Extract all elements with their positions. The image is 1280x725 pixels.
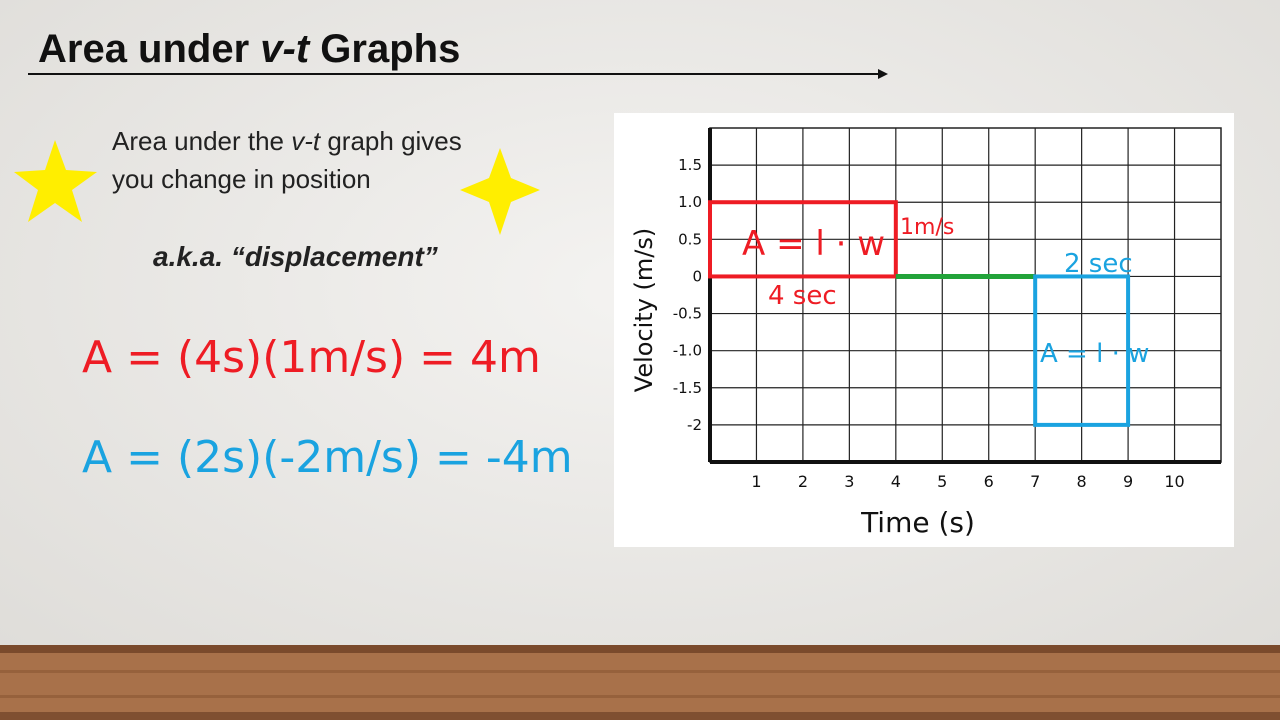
x-tick-label: 9: [1123, 472, 1133, 491]
x-tick-label: 3: [844, 472, 854, 491]
x-tick-label: 6: [984, 472, 994, 491]
annotation: A = l · w: [742, 224, 885, 264]
annotation: 2 sec: [1064, 249, 1133, 279]
equation: A = (2s)(-2m/s) = -4m: [82, 432, 573, 483]
y-tick-label: 1.5: [678, 156, 702, 174]
y-tick-label: 0.5: [678, 230, 702, 248]
x-tick-label: 2: [798, 472, 808, 491]
floor: [0, 645, 1280, 720]
x-axis-label: Time (s): [860, 506, 975, 539]
y-tick-label: -2: [687, 416, 702, 434]
note-line: you change in position: [112, 164, 371, 194]
y-tick-label: 0: [692, 267, 702, 285]
graph-panel: [614, 113, 1234, 547]
y-tick-label: 1.0: [678, 193, 702, 211]
y-tick-label: -1.0: [673, 342, 702, 360]
slide-title: Area under v-t Graphs: [38, 27, 460, 71]
x-tick-label: 10: [1164, 472, 1184, 491]
y-tick-label: -0.5: [673, 305, 702, 323]
x-tick-label: 5: [937, 472, 947, 491]
annotation: 4 sec: [768, 281, 837, 311]
star: [460, 148, 540, 235]
annotation: A = l · w: [1040, 339, 1149, 369]
area-rect: [1033, 274, 1131, 427]
aka: a.k.a. “displacement”: [153, 241, 438, 272]
x-tick-label: 1: [751, 472, 761, 491]
y-tick-label: -1.5: [673, 379, 702, 397]
rule-arrow: [878, 69, 888, 79]
plot: 1 2 3 4 5 6 7 8 9 10 1.5 1.0 0.5 0 -0.5 -1.0 -1.5 -2: [673, 127, 1222, 491]
x-tick-label: 8: [1077, 472, 1087, 491]
area-rect: [708, 200, 898, 279]
annotation: 1m/s: [900, 215, 954, 240]
star: [14, 140, 97, 222]
equation: A = (4s)(1m/s) = 4m: [82, 332, 541, 383]
x-tick-label: 7: [1030, 472, 1040, 491]
note-line: Area under the v-t graph gives: [112, 126, 462, 156]
y-axis-label: Velocity (m/s): [630, 228, 658, 392]
x-tick-label: 4: [891, 472, 901, 491]
